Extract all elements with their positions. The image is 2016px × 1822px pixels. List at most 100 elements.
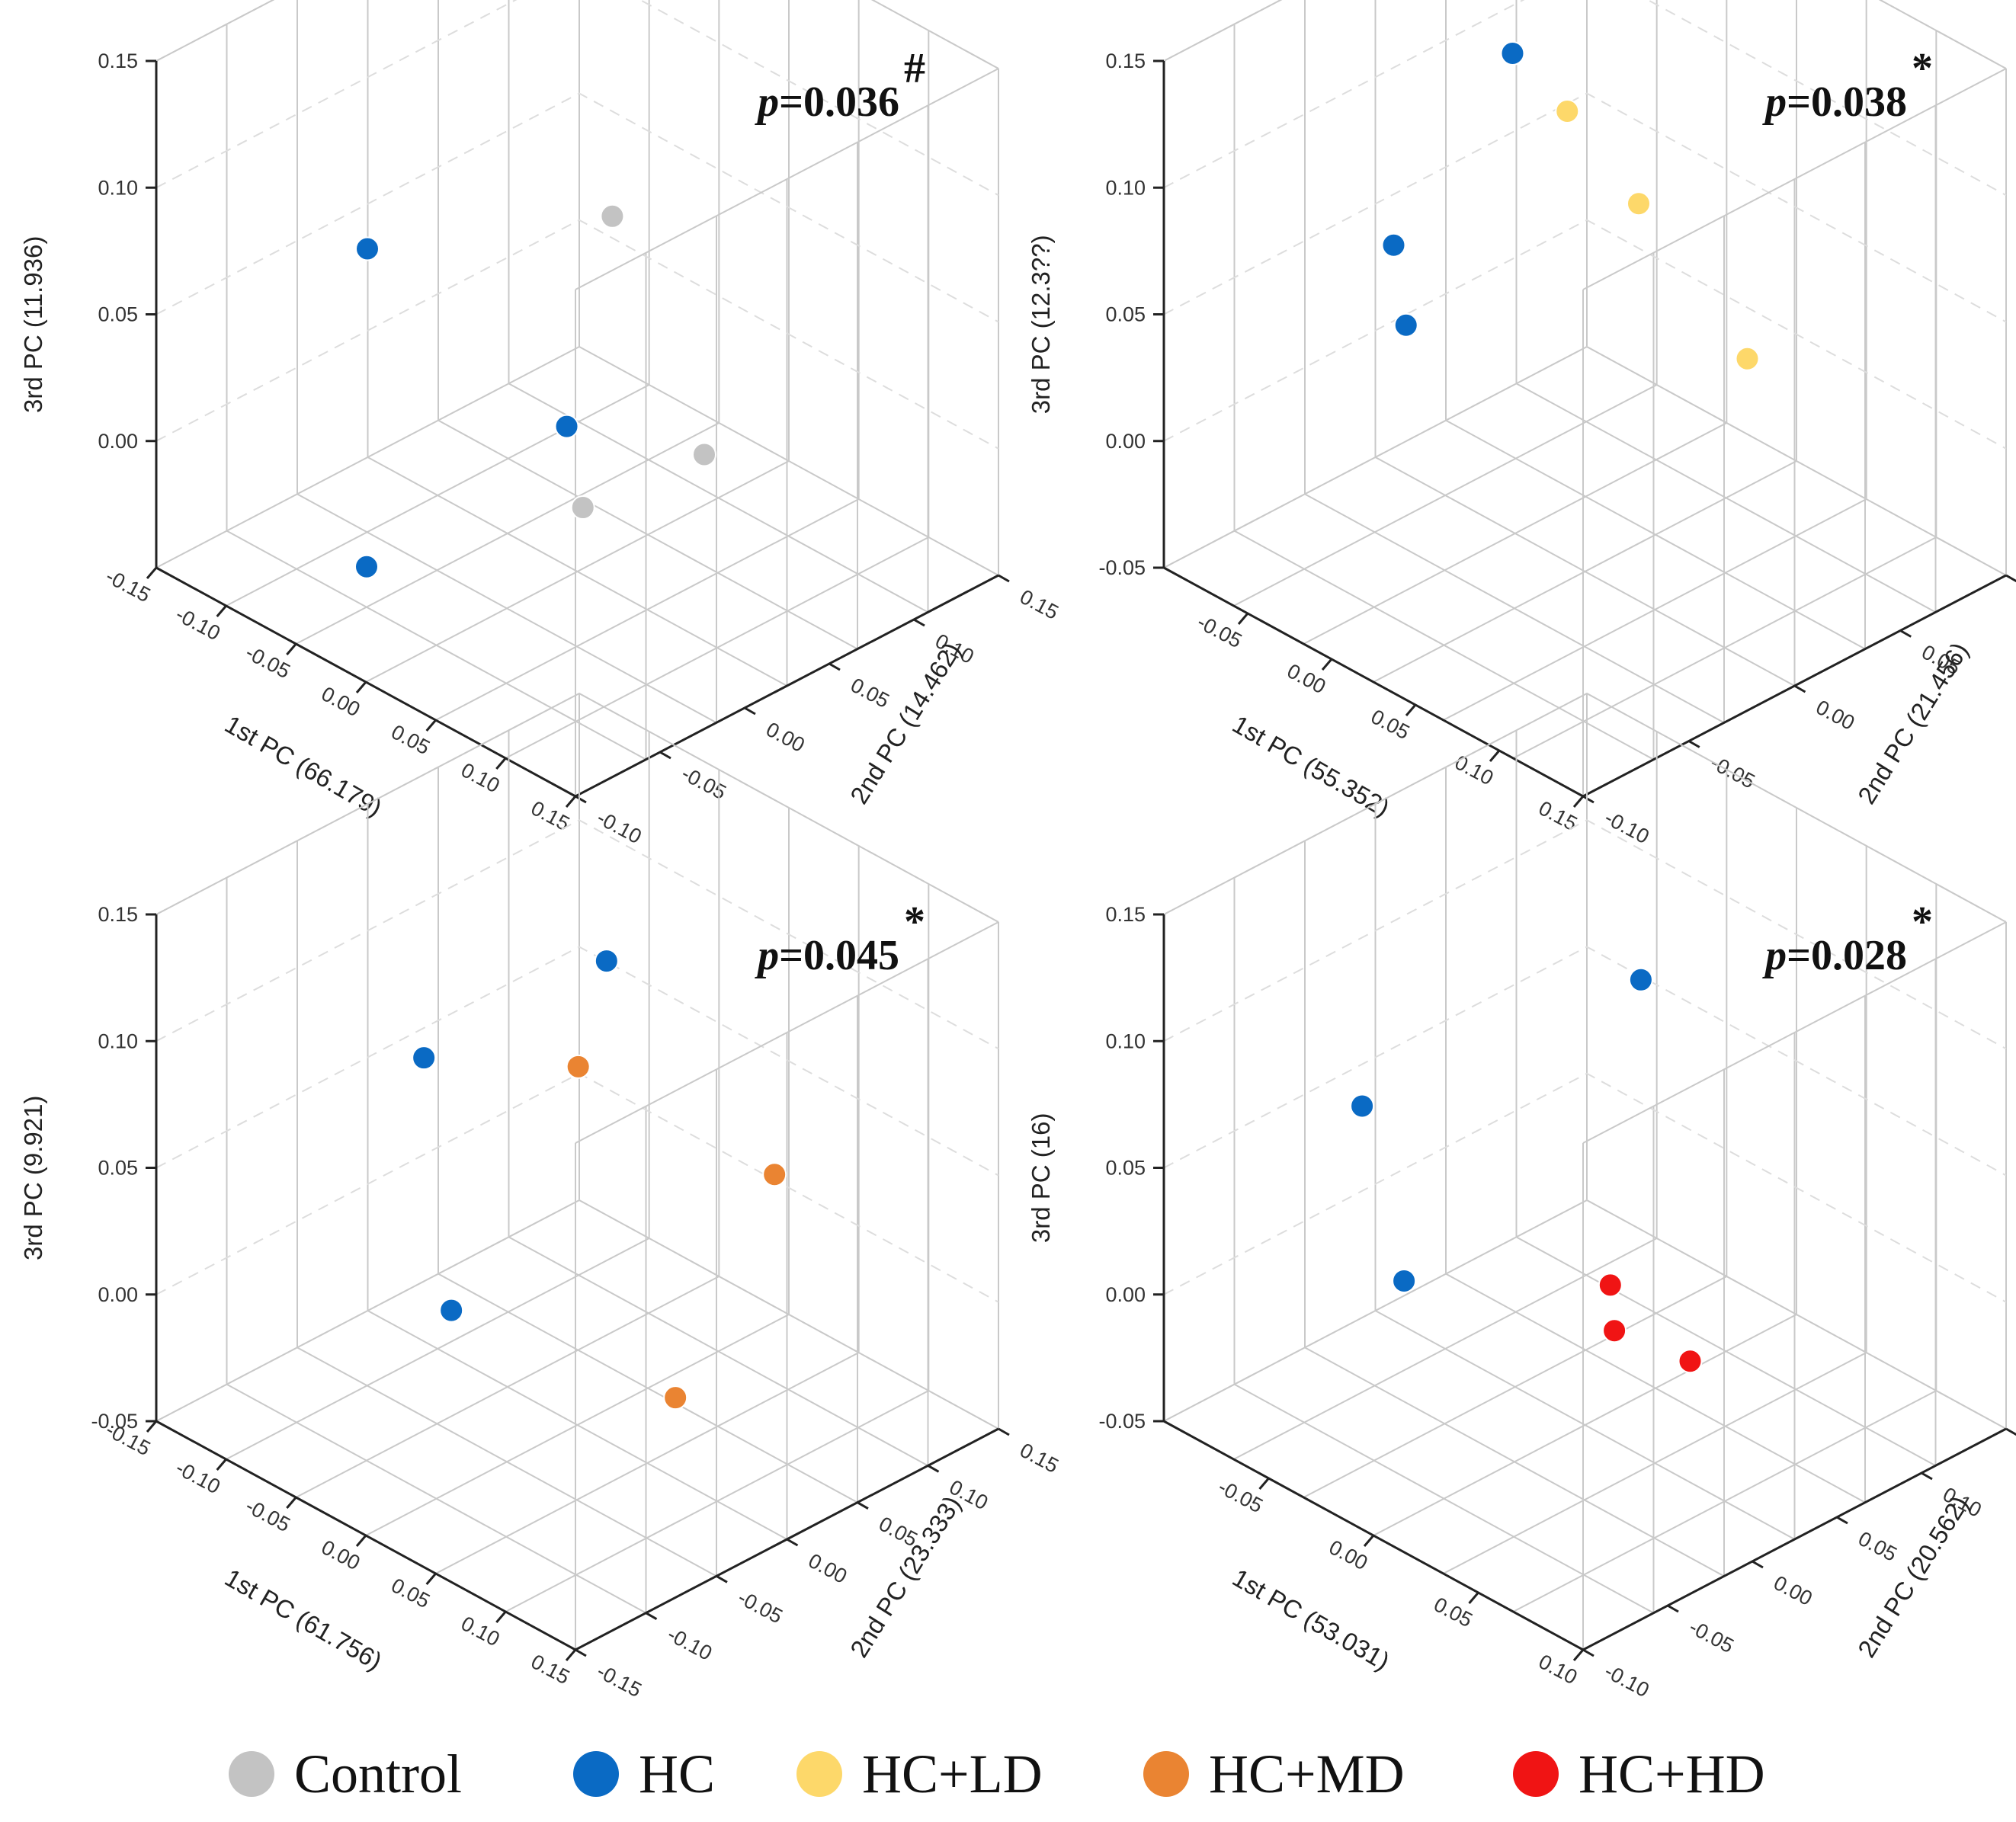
- x-tick-label: 0.00: [1325, 1535, 1371, 1574]
- y-tick-label: -0.05: [734, 1586, 786, 1628]
- z-tick-label: 0.15: [98, 50, 138, 72]
- y-tick-mark: [927, 1465, 940, 1473]
- x-tick-label: 0.05: [1430, 1593, 1476, 1631]
- x-tick-label: -0.10: [172, 1456, 224, 1498]
- point-hc-hd: [1602, 1318, 1627, 1343]
- y-tick-label: 0.05: [1854, 1527, 1900, 1566]
- point-hc-ld: [1627, 191, 1651, 216]
- z-tick-label: 0.10: [98, 176, 138, 199]
- series-hc-md: [566, 1054, 787, 1411]
- legend-item-hc-hd: HC+HD: [1513, 1744, 1765, 1804]
- point-hc: [354, 554, 379, 579]
- x-tick-label: -0.05: [1194, 610, 1245, 652]
- p-value-annotation: p=0.028: [1762, 932, 1907, 979]
- z-tick-label: 0.10: [1105, 176, 1146, 199]
- y-tick-mark: [998, 1427, 1010, 1436]
- point-hc: [554, 414, 579, 439]
- point-hc-hd: [1678, 1349, 1703, 1374]
- legend-label-hc-ld: HC+LD: [862, 1743, 1043, 1804]
- x-axis-label: 1st PC (61.756): [220, 1563, 387, 1676]
- scatter3d-svg: -0.05 0.00 0.05 0.10 0.15 -0.05 0.00 0.05 0.10 -0…: [1027, 692, 2016, 1702]
- z-tick-label: 0.15: [1105, 50, 1146, 72]
- y-tick-label: -0.10: [664, 1622, 716, 1664]
- legend-item-hc: HC: [573, 1744, 715, 1804]
- z-tick-label: 0.15: [98, 903, 138, 926]
- point-hc: [1500, 41, 1525, 66]
- y-tick-mark: [1667, 1604, 1679, 1613]
- point-hc-md: [762, 1162, 787, 1187]
- z-tick-label: 0.00: [98, 1283, 138, 1306]
- p-value: =0.028: [1787, 932, 1907, 979]
- y-tick-mark: [829, 662, 841, 671]
- x-tick-label: -0.15: [102, 565, 154, 607]
- x-axis-label: 1st PC (55.352): [1228, 709, 1395, 822]
- y-tick-label: 0.00: [805, 1549, 851, 1588]
- x-tick-mark: [425, 719, 437, 732]
- y-axis-label: 2nd PC (14.462): [845, 637, 966, 809]
- point-control: [570, 495, 595, 520]
- z-axis-label: 3rd PC (11.936): [19, 236, 47, 413]
- series-hc: [1381, 41, 1525, 338]
- legend-label-hc-hd: HC+HD: [1579, 1743, 1765, 1804]
- x-tick-mark: [1237, 613, 1249, 625]
- y-tick-mark: [1899, 629, 1912, 638]
- z-tick-label: 0.15: [1105, 903, 1146, 926]
- p-value: =0.036: [779, 78, 899, 126]
- y-tick-label: 0.00: [1770, 1571, 1816, 1610]
- pca-panel-hc-vs-hcmd: -0.05 0.00 0.05 0.10 0.15 -0.15 -0.10 -0.05 0.00…: [0, 692, 1062, 1715]
- x-tick-label: -0.05: [242, 1494, 293, 1536]
- legend: Control HC HC+LD HC+MD HC+HD: [0, 1730, 2016, 1814]
- y-tick-mark: [716, 1575, 728, 1583]
- significance-marker: *: [904, 898, 925, 946]
- y-axis-line: [1582, 1427, 2007, 1651]
- scatter3d-svg: -0.05 0.00 0.05 0.10 0.15 -0.15 -0.10 -0.05 0.00…: [19, 692, 1062, 1702]
- point-hc: [1381, 232, 1406, 258]
- y-tick-mark: [1836, 1516, 1848, 1525]
- x-tick-mark: [1468, 1592, 1479, 1604]
- x-tick-label: 0.10: [1451, 751, 1497, 789]
- y-tick-label: -0.05: [678, 762, 729, 804]
- x-tick-mark: [355, 1535, 367, 1547]
- point-hc-md: [566, 1054, 591, 1079]
- y-tick-mark: [1752, 1560, 1764, 1569]
- point-control: [600, 203, 625, 229]
- x-axis-label: 1st PC (53.031): [1228, 1563, 1395, 1676]
- x-tick-mark: [146, 1420, 158, 1433]
- y-tick-mark: [645, 1612, 658, 1620]
- legend-item-hc-ld: HC+LD: [796, 1744, 1043, 1804]
- y-tick-mark: [1688, 740, 1700, 748]
- x-tick-mark: [146, 567, 158, 579]
- z-tick-label: -0.05: [1098, 1410, 1146, 1433]
- z-tick-label: -0.05: [1098, 556, 1146, 579]
- z-tick-label: 0.00: [1105, 1283, 1146, 1306]
- x-tick-mark: [1363, 1535, 1375, 1547]
- y-tick-label: 0.00: [1812, 696, 1858, 735]
- p-value-annotation: p=0.045: [755, 932, 899, 979]
- point-hc: [439, 1298, 464, 1323]
- significance-marker: *: [1912, 898, 1933, 946]
- y-tick-mark: [575, 795, 587, 804]
- z-tick-label: 0.10: [98, 1029, 138, 1052]
- x-tick-label: 0.00: [318, 1535, 364, 1574]
- y-tick-mark: [1793, 684, 1806, 693]
- y-axis-label: 2nd PC (21.456): [1852, 637, 1974, 809]
- data-points: [1381, 41, 1760, 371]
- p-value: =0.038: [1787, 78, 1907, 126]
- p-value-annotation: p=0.038: [1762, 78, 1907, 126]
- x-tick-mark: [1405, 704, 1417, 716]
- y-axis-line: [575, 574, 999, 798]
- legend-swatch-control: [229, 1751, 274, 1797]
- y-tick-mark: [857, 1501, 869, 1510]
- legend-swatch-hc-ld: [796, 1751, 842, 1797]
- y-tick-mark: [786, 1538, 799, 1547]
- pca-panel-hc-vs-hchd: -0.05 0.00 0.05 0.10 0.15 -0.05 0.00 0.05 0.10 -0…: [1008, 692, 2016, 1715]
- y-tick-mark: [913, 618, 925, 627]
- x-tick-label: -0.05: [1214, 1475, 1266, 1517]
- p-value: =0.045: [779, 932, 899, 979]
- y-tick-mark: [1921, 1471, 1933, 1481]
- data-points: [1350, 967, 1703, 1374]
- pca-panel-control-vs-hc: 0.00 0.05 0.10 0.15 -0.15 -0.10 -0.05 0.00 0.05 0…: [0, 0, 1062, 861]
- y-tick-mark: [744, 706, 756, 716]
- legend-swatch-hc-md: [1143, 1751, 1189, 1797]
- z-tick-label: 0.05: [1105, 303, 1146, 326]
